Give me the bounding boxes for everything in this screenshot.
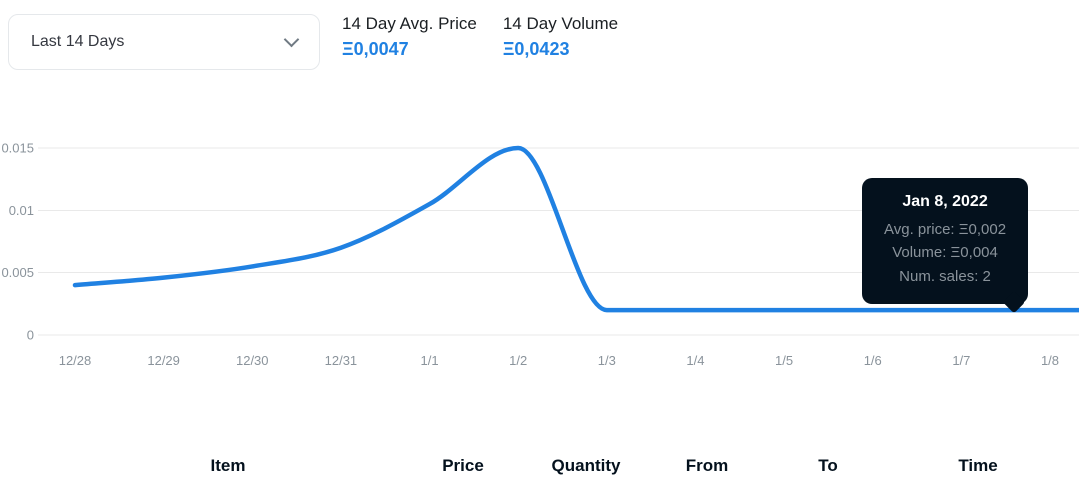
chart-canvas[interactable]: 0 0.005 0.01 0.015 12/28 12/29 12/30 12/31 1/1 1/… <box>0 120 1079 380</box>
x-axis-tick-label: 1/4 <box>686 353 704 368</box>
chart-header: Last 14 Days 14 Day Avg. Price Ξ0,0047 1… <box>8 14 618 70</box>
x-axis-tick-label: 1/5 <box>775 353 793 368</box>
stat-avg-price-value: Ξ0,0047 <box>342 39 409 59</box>
x-axis-tick-label: 1/8 <box>1041 353 1059 368</box>
y-axis-tick-label: 0.01 <box>9 203 34 218</box>
x-axis-tick-label: 12/28 <box>59 353 92 368</box>
x-axis-tick-label: 12/30 <box>236 353 269 368</box>
x-axis-tick-label: 1/3 <box>598 353 616 368</box>
price-history-chart[interactable]: 0 0.005 0.01 0.015 12/28 12/29 12/30 12/31 1/1 1/… <box>0 120 1079 380</box>
stat-avg-price: 14 Day Avg. Price Ξ0,0047 <box>342 14 477 60</box>
chart-tooltip: Jan 8, 2022 Avg. price: Ξ0,002 Volume: Ξ… <box>862 178 1029 314</box>
tooltip-date: Jan 8, 2022 <box>902 193 988 210</box>
column-header-to: To <box>818 456 838 475</box>
tooltip-avg-price: Avg. price: Ξ0,002 <box>884 221 1007 238</box>
column-header-from: From <box>685 456 729 475</box>
time-range-value: Last 14 Days <box>31 33 125 50</box>
price-line <box>72 145 1079 313</box>
x-axis-tick-label: 12/29 <box>147 353 180 368</box>
chevron-down-icon <box>283 31 300 47</box>
time-range-dropdown[interactable]: Last 14 Days <box>8 14 320 70</box>
x-axis-tick-label: 1/6 <box>864 353 882 368</box>
stat-volume: 14 Day Volume Ξ0,0423 <box>503 14 618 60</box>
stat-avg-price-label: 14 Day Avg. Price <box>342 14 477 33</box>
tooltip-volume: Volume: Ξ0,004 <box>892 244 998 262</box>
trades-table-header: Item Price Quantity From To Time <box>0 452 1079 480</box>
x-axis-tick-label: 1/7 <box>952 353 970 368</box>
tooltip-num-sales: Num. sales: 2 <box>899 267 991 285</box>
column-header-price: Price <box>442 456 484 475</box>
x-axis-tick-label: 1/1 <box>421 353 439 368</box>
column-header-quantity: Quantity <box>551 456 621 475</box>
y-axis-tick-label: 0.005 <box>1 265 34 280</box>
stat-volume-value: Ξ0,0423 <box>502 39 570 59</box>
stat-volume-label: 14 Day Volume <box>502 14 619 33</box>
x-axis-tick-label: 12/31 <box>325 353 358 368</box>
column-header-item: Item <box>210 456 246 475</box>
y-axis-tick-label: 0.015 <box>1 141 34 156</box>
x-axis-tick-label: 1/2 <box>509 353 527 368</box>
stats: 14 Day Avg. Price Ξ0,0047 14 Day Volume … <box>342 14 618 60</box>
column-header-time: Time <box>958 456 998 475</box>
y-axis-tick-label: 0 <box>27 328 34 343</box>
